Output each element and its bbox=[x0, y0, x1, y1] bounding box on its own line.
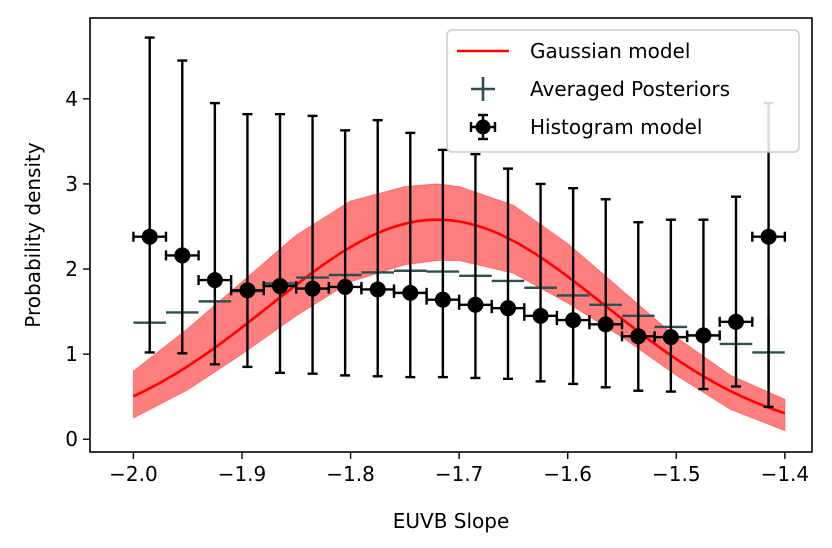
histogram-point bbox=[751, 101, 787, 409]
histogram-marker bbox=[434, 291, 451, 308]
legend-label: Gaussian model bbox=[530, 39, 690, 63]
legend-entry: Gaussian model bbox=[457, 39, 690, 63]
x-tick-label: −1.6 bbox=[543, 462, 592, 486]
histogram-marker bbox=[304, 280, 321, 297]
legend-entry: Histogram model bbox=[469, 113, 702, 141]
x-tick-label: −1.7 bbox=[435, 462, 484, 486]
histogram-marker bbox=[728, 313, 744, 330]
x-tick-label: −1.5 bbox=[652, 462, 701, 486]
legend-handle-dot bbox=[475, 119, 491, 135]
histogram-marker bbox=[467, 296, 484, 313]
histogram-marker bbox=[369, 281, 386, 298]
histogram-point bbox=[262, 112, 298, 375]
x-axis-label: EUVB Slope bbox=[393, 509, 510, 533]
line-layer bbox=[132, 218, 786, 415]
histogram-marker bbox=[206, 272, 223, 289]
axes-frame bbox=[89, 17, 813, 453]
histogram-point bbox=[197, 101, 233, 366]
histogram-marker bbox=[239, 282, 256, 299]
y-tick-label: 2 bbox=[65, 257, 78, 281]
histogram-marker bbox=[337, 278, 354, 295]
x-tick-label: −1.4 bbox=[761, 462, 810, 486]
x-tick-label: −1.8 bbox=[326, 462, 375, 486]
gaussian-uncertainty-band bbox=[132, 183, 786, 432]
x-tick-label: −1.9 bbox=[218, 462, 267, 486]
y-tick-label: 0 bbox=[65, 427, 78, 451]
histogram-point bbox=[132, 36, 168, 354]
histogram-point bbox=[490, 167, 526, 381]
band-layer bbox=[132, 183, 786, 432]
y-axis-label: Probability density bbox=[21, 142, 45, 328]
y-tick-label: 3 bbox=[65, 172, 78, 196]
errorbar-layer bbox=[132, 36, 787, 409]
histogram-point bbox=[164, 59, 200, 355]
gaussian-model-line bbox=[132, 218, 786, 415]
histogram-marker bbox=[662, 329, 679, 346]
histogram-marker bbox=[141, 228, 158, 245]
histogram-marker bbox=[532, 307, 549, 324]
histogram-marker bbox=[565, 312, 582, 329]
histogram-marker bbox=[760, 228, 777, 245]
histogram-point bbox=[588, 198, 624, 389]
x-tick-label: −2.0 bbox=[109, 462, 158, 486]
legend-label: Histogram model bbox=[530, 115, 702, 139]
histogram-point bbox=[360, 118, 396, 378]
y-axis-ticks: 0 1 2 3 4 bbox=[65, 87, 90, 451]
y-tick-label: 1 bbox=[65, 342, 78, 366]
histogram-point bbox=[718, 195, 754, 388]
y-tick-label: 4 bbox=[65, 87, 78, 111]
legend-label: Averaged Posteriors bbox=[530, 77, 730, 101]
x-axis-ticks: −2.0 −1.9 −1.8 −1.7 −1.6 −1.5 −1.4 bbox=[109, 452, 809, 486]
histogram-marker bbox=[402, 284, 419, 301]
histogram-marker bbox=[500, 300, 516, 317]
histogram-point bbox=[523, 182, 559, 383]
legend-items: Gaussian model Averaged Posteriors Histogr… bbox=[457, 39, 730, 141]
histogram-marker bbox=[695, 327, 712, 344]
legend-box bbox=[446, 29, 800, 153]
legend: Gaussian model Averaged Posteriors Histogr… bbox=[446, 29, 800, 153]
histogram-point bbox=[327, 129, 363, 377]
histogram-marker bbox=[272, 278, 288, 295]
histogram-point bbox=[425, 148, 461, 379]
legend-entry: Averaged Posteriors bbox=[471, 77, 730, 101]
histogram-marker bbox=[174, 247, 191, 264]
histogram-point bbox=[229, 112, 265, 369]
histogram-point bbox=[685, 218, 721, 391]
histogram-marker bbox=[630, 328, 647, 345]
histogram-marker bbox=[597, 316, 614, 333]
